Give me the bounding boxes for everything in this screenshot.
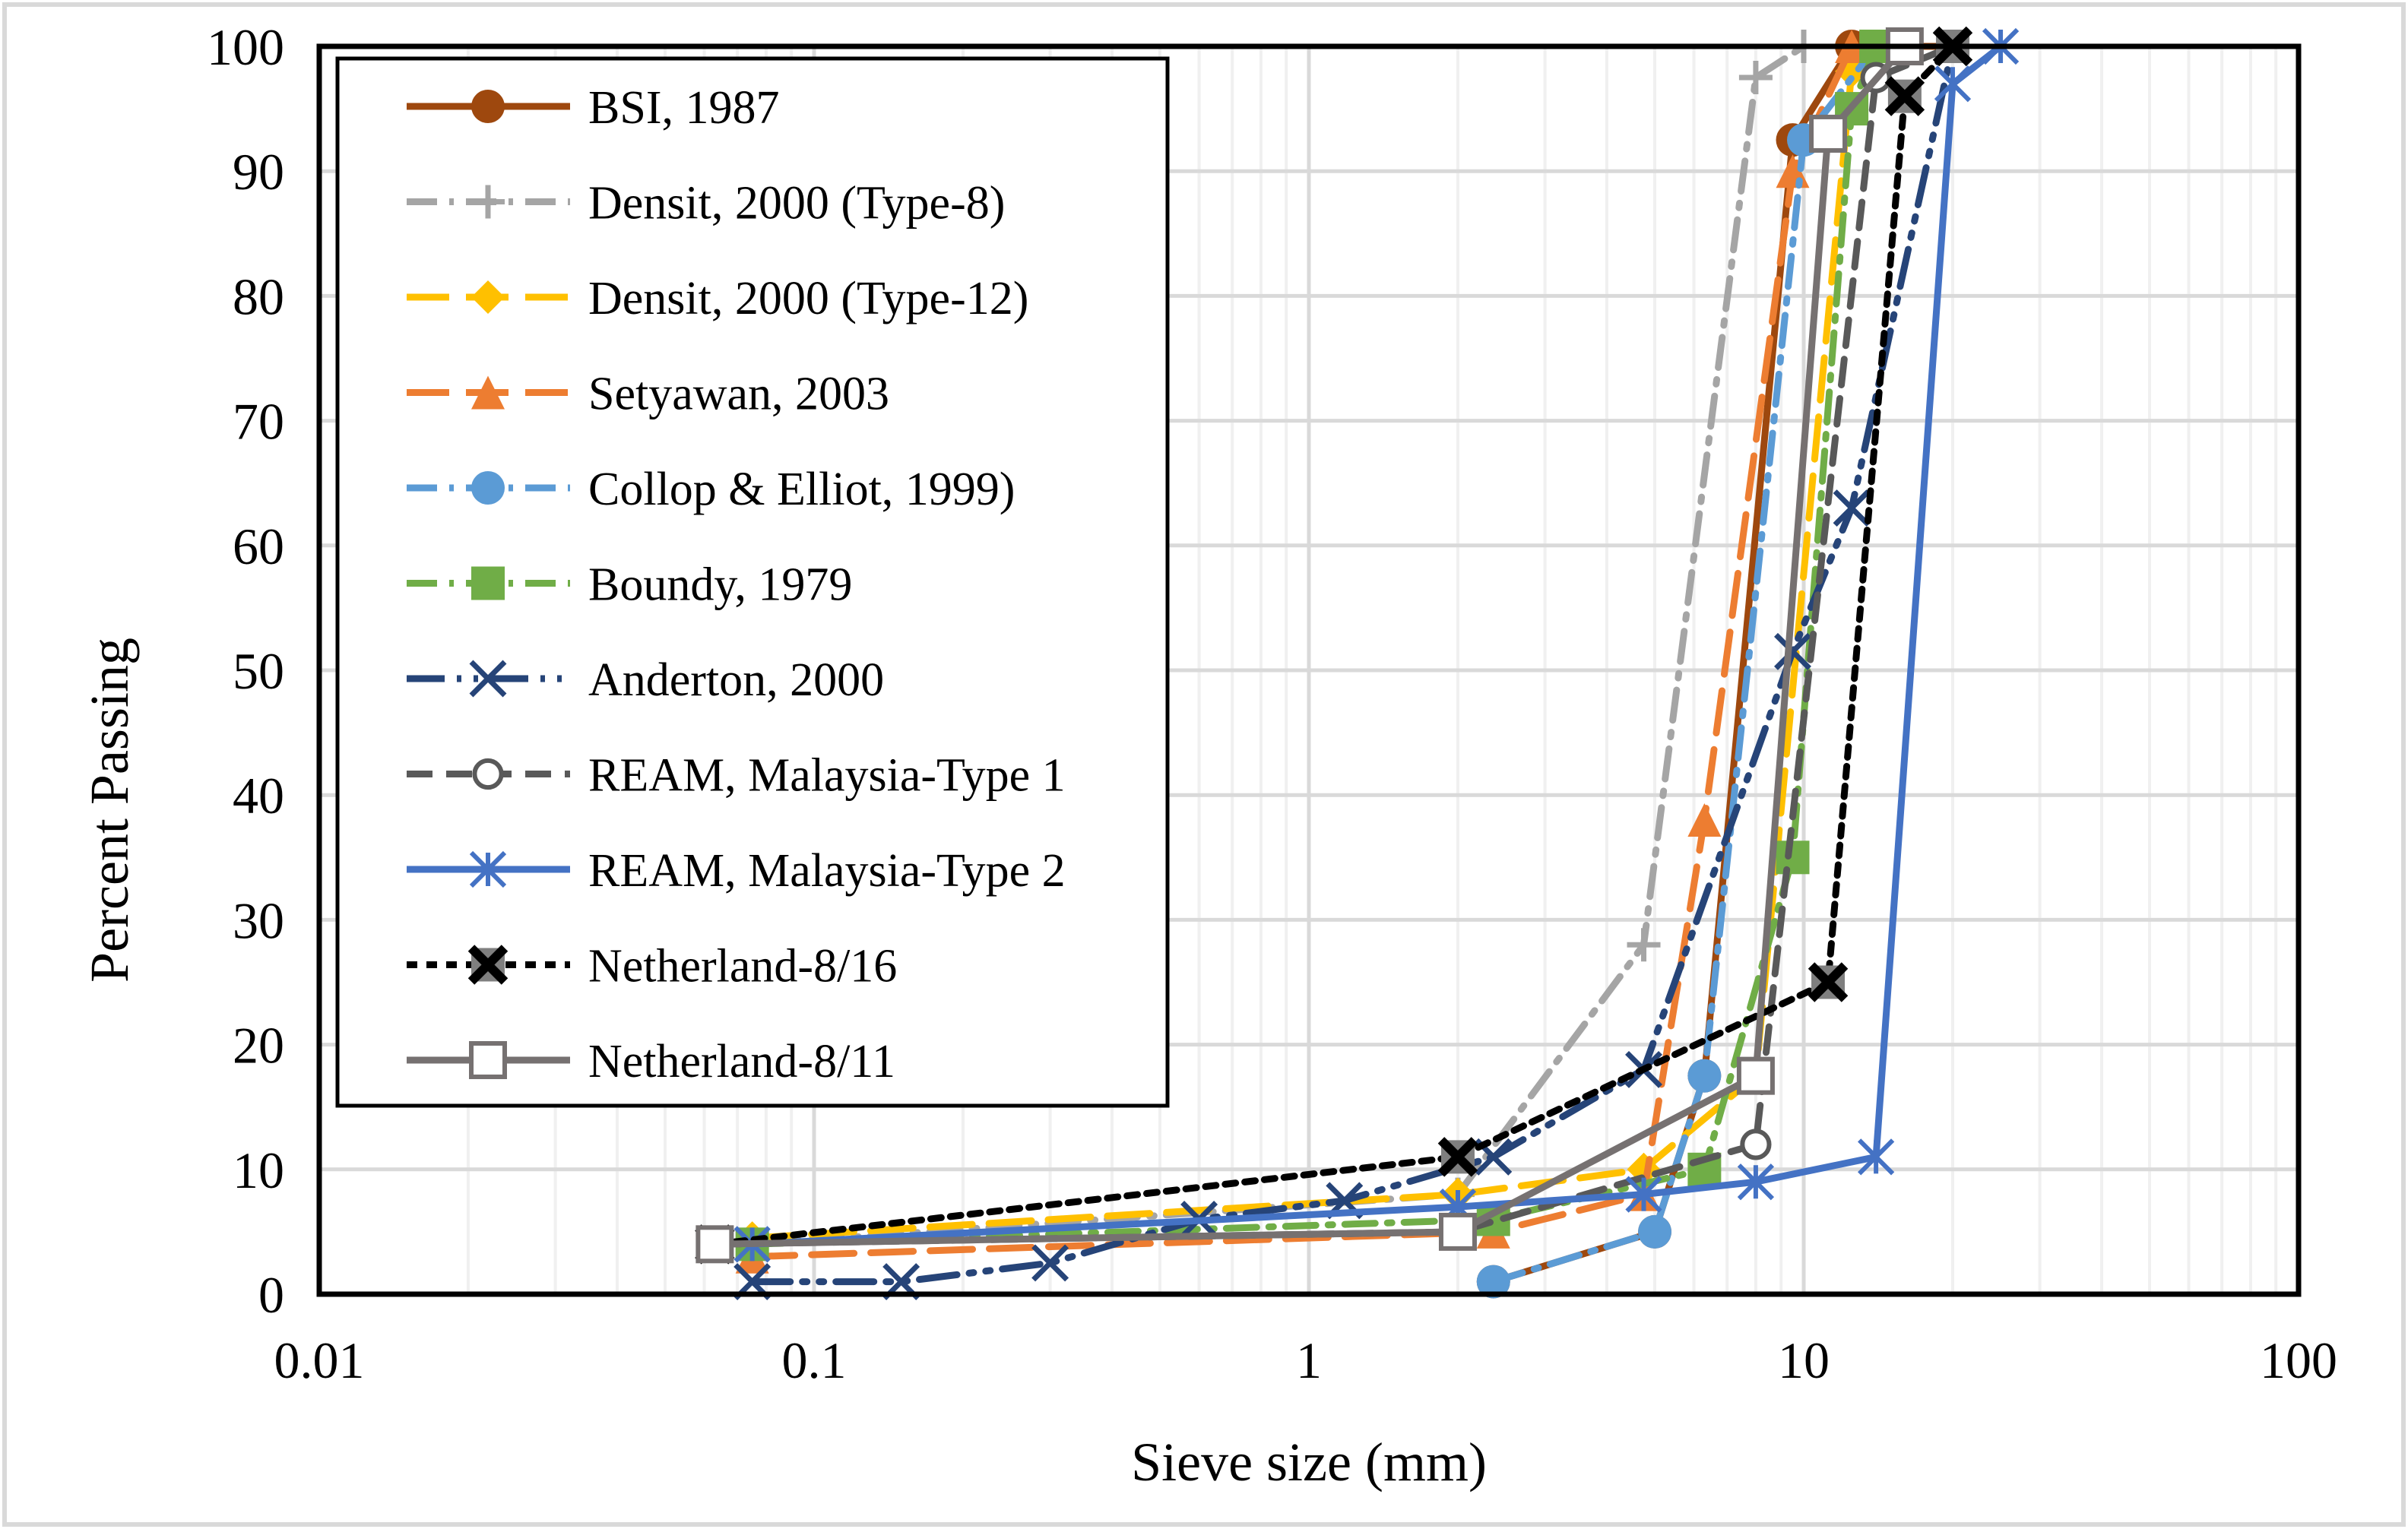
- x-axis-title: Sieve size (mm): [1131, 1432, 1487, 1493]
- open-circle-marker: [472, 758, 504, 790]
- circle-marker: [471, 90, 505, 123]
- y-tick-label: 20: [233, 1017, 284, 1075]
- asterisk-marker: [469, 850, 507, 888]
- x-tick-label: 100: [2260, 1331, 2337, 1389]
- diamond-marker: [471, 280, 505, 314]
- legend-label: Boundy, 1979: [588, 559, 852, 611]
- series-ream-malaysia-type-2: [733, 27, 2020, 1263]
- circle-marker: [1476, 1265, 1510, 1299]
- legend: BSI, 1987 Densit, 2000 (Type-8) Densit, 20…: [335, 56, 1170, 1108]
- legend-item: Collop & Elliot, 1999): [407, 464, 1015, 515]
- legend-item: Setyawan, 2003: [407, 369, 889, 420]
- series-line: [1490, 43, 1880, 1286]
- y-tick-label: 0: [258, 1266, 284, 1324]
- plus-marker: [1738, 61, 1773, 95]
- legend-item: Anderton, 2000: [407, 654, 884, 706]
- legend-item: Netherland-8/11: [407, 1036, 895, 1087]
- circle-marker: [1638, 1214, 1672, 1249]
- y-tick-label: 40: [233, 767, 284, 825]
- open-circle-marker: [1740, 1129, 1772, 1160]
- legend-label: Netherland-8/16: [588, 941, 897, 992]
- x-tick-label: 10: [1778, 1331, 1830, 1389]
- bold-x-marker: [467, 945, 509, 985]
- legend-item: REAM, Malaysia-Type 2: [407, 845, 1066, 897]
- plus-marker: [471, 185, 505, 219]
- bold-x-marker: [1884, 76, 1925, 116]
- legend-item: Densit, 2000 (Type-12): [407, 273, 1028, 324]
- legend-item: Densit, 2000 (Type-8): [407, 178, 1005, 230]
- asterisk-marker: [1625, 1176, 1662, 1213]
- y-tick-label: 10: [233, 1141, 284, 1199]
- x-tick-label: 0.01: [274, 1331, 365, 1389]
- plot-frame: [316, 43, 2302, 1297]
- open-square-marker: [469, 1041, 507, 1079]
- legend-item: Boundy, 1979: [407, 559, 852, 611]
- asterisk-marker: [1858, 1138, 1895, 1176]
- legend-label: Setyawan, 2003: [588, 369, 889, 420]
- open-square-marker: [1438, 1212, 1477, 1251]
- y-tick-label: 90: [233, 143, 284, 201]
- legend-label: REAM, Malaysia-Type 1: [588, 750, 1066, 802]
- asterisk-marker: [1934, 65, 1972, 103]
- bold-x-marker: [1437, 1137, 1478, 1177]
- circle-marker: [1687, 1059, 1722, 1093]
- legend-item: Netherland-8/16: [407, 941, 897, 992]
- circle-marker: [471, 471, 505, 505]
- legend-label: Collop & Elliot, 1999): [588, 464, 1015, 515]
- legend-label: Netherland-8/11: [588, 1036, 895, 1087]
- y-tick-label: 30: [233, 891, 284, 949]
- legend-item: BSI, 1987: [407, 82, 779, 134]
- y-tick-label: 60: [233, 518, 284, 575]
- y-tick-label: 70: [233, 393, 284, 451]
- legend-item: REAM, Malaysia-Type 1: [407, 750, 1066, 802]
- y-tick-label: 80: [233, 267, 284, 325]
- x-marker: [1833, 489, 1871, 527]
- open-square-marker: [1809, 114, 1848, 153]
- y-axis-title: Percent Passing: [79, 638, 140, 983]
- x-marker: [1031, 1244, 1069, 1282]
- open-square-marker: [695, 1225, 734, 1264]
- legend-label: REAM, Malaysia-Type 2: [588, 845, 1066, 897]
- tick-labels: 0.01 0.1 1 10 100 0 10 20 30 40 50 60 70 80 90 100: [207, 18, 2337, 1389]
- y-tick-label: 50: [233, 642, 284, 700]
- asterisk-marker: [1737, 1163, 1775, 1201]
- plus-marker: [1627, 928, 1661, 962]
- bold-x-marker: [1808, 962, 1849, 1002]
- legend-label: Densit, 2000 (Type-12): [588, 273, 1028, 324]
- y-tick-label: 100: [207, 18, 284, 76]
- x-tick-label: 0.1: [782, 1331, 847, 1389]
- open-square-marker: [1736, 1056, 1775, 1095]
- triangle-marker: [471, 375, 505, 410]
- legend-label: BSI, 1987: [588, 82, 779, 134]
- square-marker: [471, 566, 505, 600]
- legend-label: Densit, 2000 (Type-8): [588, 178, 1005, 230]
- legend-label: Anderton, 2000: [588, 654, 884, 706]
- x-marker: [469, 660, 507, 698]
- x-tick-label: 1: [1296, 1331, 1322, 1389]
- triangle-marker: [1687, 803, 1722, 837]
- x-marker: [1774, 632, 1811, 670]
